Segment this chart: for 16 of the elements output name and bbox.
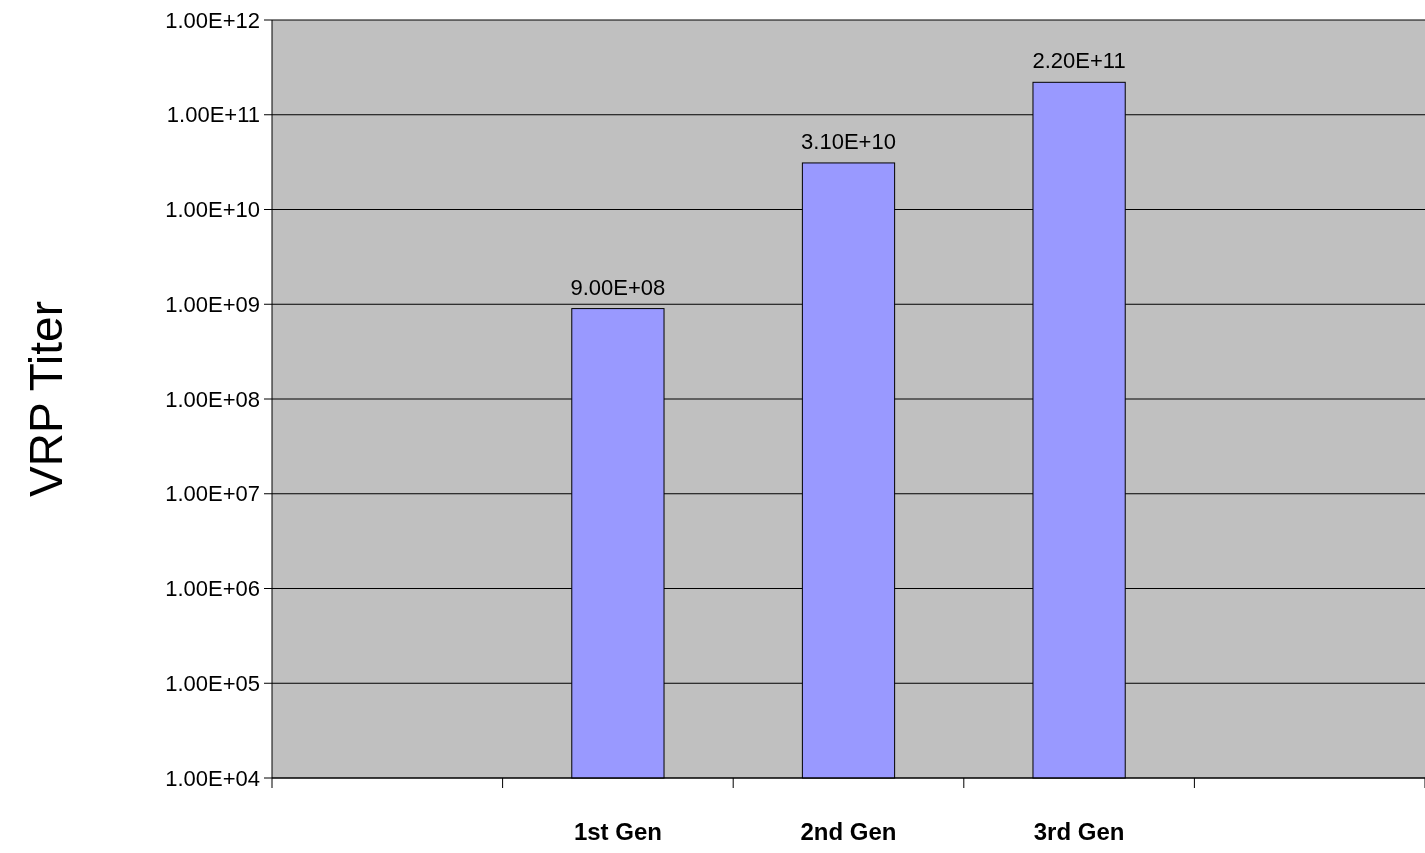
y-tick-label: 1.00E+12 bbox=[165, 7, 260, 33]
x-tick-label: 3rd Gen bbox=[1033, 818, 1125, 845]
x-tick-label: 2nd Gen bbox=[800, 818, 897, 845]
y-axis-title: VRP Titer bbox=[20, 301, 72, 497]
y-tick-label: 1.00E+07 bbox=[165, 481, 260, 507]
y-tick-label: 1.00E+08 bbox=[165, 386, 260, 412]
data-label: 9.00E+08 bbox=[570, 274, 666, 300]
y-tick-label: 1.00E+11 bbox=[166, 102, 260, 128]
y-tick-label: 1.00E+09 bbox=[165, 291, 260, 317]
data-label: 2.20E+11 bbox=[1032, 48, 1126, 74]
y-tick-label: 1.00E+04 bbox=[165, 765, 260, 791]
x-tick-label: 1st Gen bbox=[573, 818, 662, 845]
y-tick-label: 1.00E+10 bbox=[165, 197, 260, 223]
y-tick-label: 1.00E+05 bbox=[165, 670, 260, 696]
data-label: 3.10E+10 bbox=[801, 128, 896, 154]
y-tick-label: 1.00E+06 bbox=[165, 576, 260, 602]
